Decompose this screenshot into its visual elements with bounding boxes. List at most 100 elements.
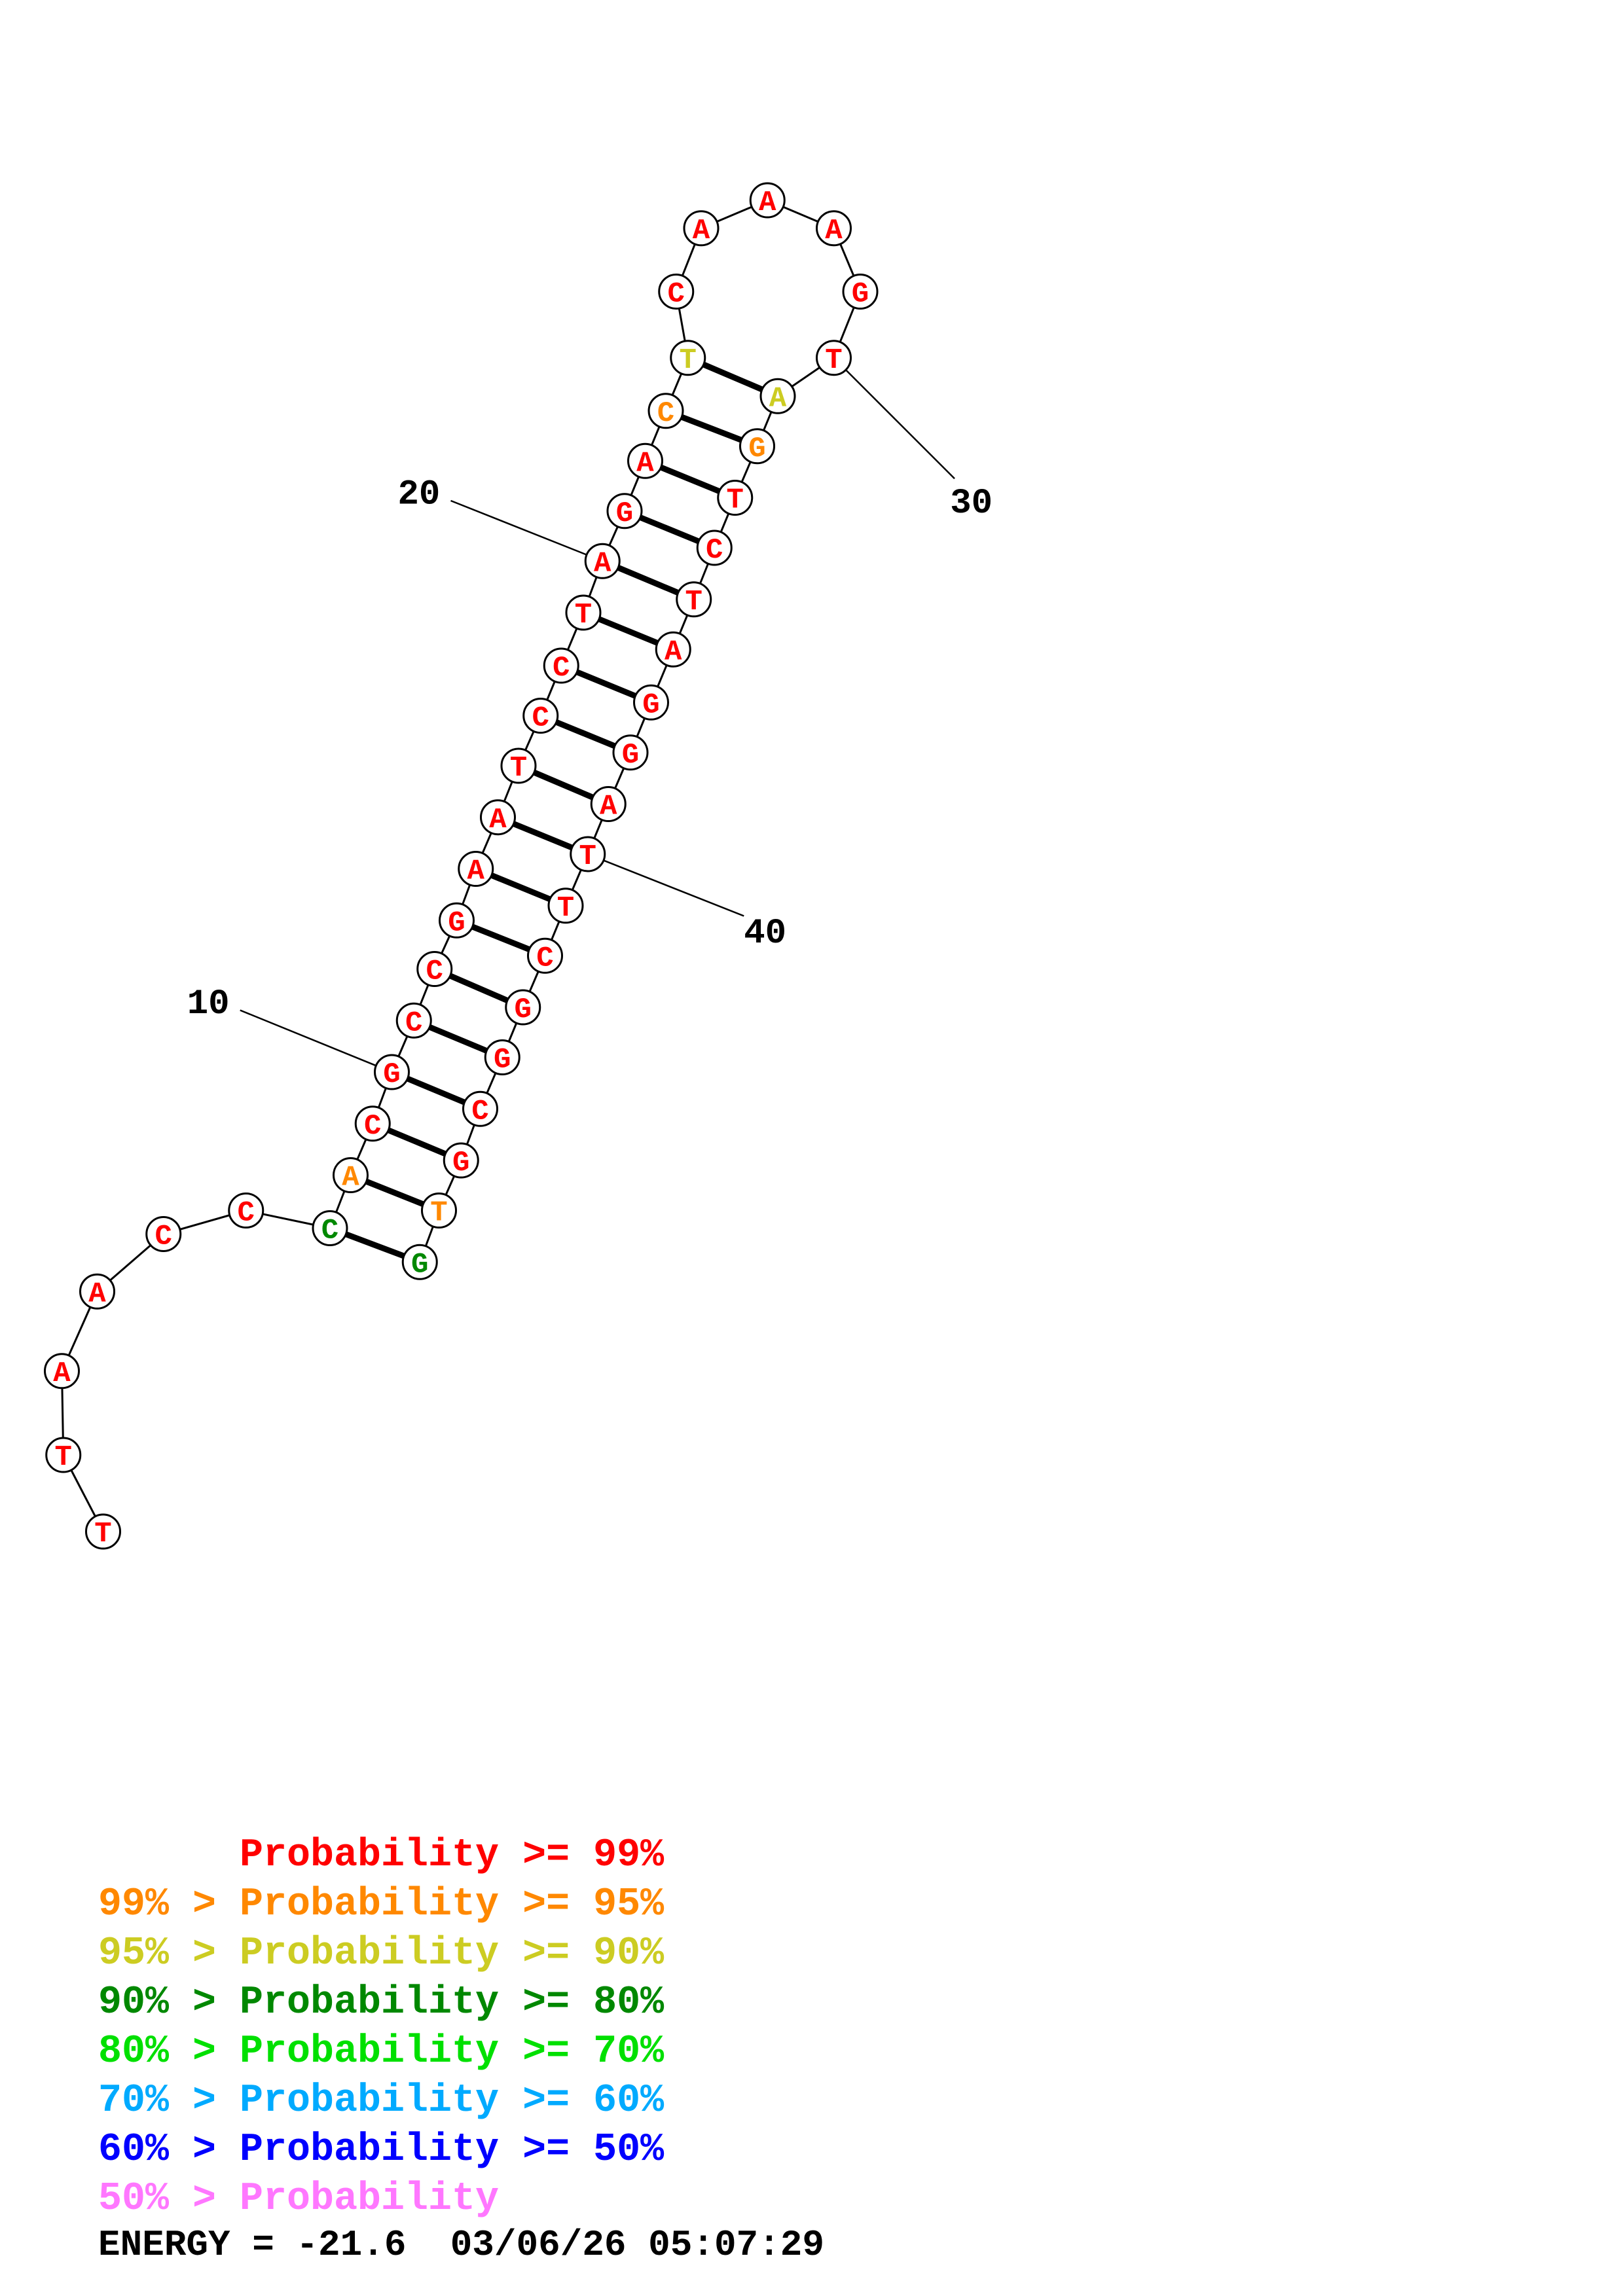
base-pair-bond (406, 1075, 466, 1105)
nucleotide-circle (79, 1273, 115, 1310)
nucleotide-2: T (45, 1437, 82, 1474)
nucleotide-19: T (565, 594, 602, 632)
nucleotide-39: A (590, 786, 627, 823)
index-label-40: 40 (744, 914, 786, 954)
nucleotide-33: T (717, 480, 754, 517)
legend-prefix: 80% > (98, 2030, 240, 2074)
nucleotide-47: T (421, 1193, 457, 1230)
nucleotide-base: G (515, 994, 532, 1026)
probability-legend: Probability >= 99%99% > Probability >= 9… (98, 1833, 665, 2221)
nucleotide-circle (584, 543, 621, 579)
nucleotide-circle (85, 1513, 121, 1550)
nucleotide-26: A (683, 210, 720, 247)
nucleotide-circle (543, 647, 579, 684)
nucleotide-21: G (606, 493, 643, 530)
nucleotide-base: T (685, 586, 702, 619)
nucleotide-base: G (852, 278, 869, 311)
nucleotide-base: T (579, 840, 596, 873)
nucleotide-32: G (739, 428, 775, 465)
nucleotide-base: A (600, 791, 617, 823)
legend-prefix: 90% > (98, 1981, 240, 2025)
nucleotide-base: T (94, 1518, 111, 1551)
nucleotide-15: A (480, 799, 516, 836)
nucleotide-35: T (676, 581, 712, 619)
nucleotide-base: C (321, 1215, 338, 1247)
legend-label: Probability >= 50% (240, 2128, 665, 2172)
nucleotide-base: G (622, 739, 639, 772)
nucleotide-5: C (145, 1216, 182, 1253)
nucleotide-circle (500, 747, 537, 784)
nucleotide-base: A (53, 1357, 71, 1390)
nucleotide-circle (816, 340, 852, 376)
nucleotide-base: G (642, 689, 659, 721)
nucleotide-23: C (647, 393, 684, 430)
nucleotide-base: A (665, 636, 682, 668)
index-leader-line (450, 499, 587, 556)
nucleotides: TTAACCCACGCCGAATCCTAGACTCAAAGTAGTCTAGGAT… (44, 182, 879, 1551)
base-pair-bond (659, 464, 721, 494)
nucleotide-base: T (825, 344, 842, 377)
base-pair-bond (598, 616, 659, 646)
nucleotide-7: C (312, 1210, 348, 1247)
nucleotide-8: A (333, 1157, 369, 1194)
nucleotide-base: A (759, 187, 776, 219)
legend-label: Probability >= 70% (240, 2030, 665, 2074)
legend-label: Probability >= 95% (240, 1882, 665, 1927)
nucleotide-17: C (522, 698, 559, 735)
nucleotide-43: G (505, 989, 541, 1026)
nucleotide-circle (612, 734, 649, 771)
nucleotide-31: A (759, 378, 796, 415)
nucleotide-base: C (532, 702, 549, 735)
nucleotide-circle (44, 1353, 80, 1390)
nucleotide-9: C (354, 1105, 391, 1143)
nucleotide-base: A (769, 382, 787, 415)
nucleotide-base: C (155, 1221, 172, 1253)
nucleotide-circle (749, 182, 786, 219)
nucleotide-base: C (706, 534, 723, 567)
nucleotide-10: G (374, 1054, 410, 1091)
nucleotide-circle (505, 989, 541, 1026)
nucleotide-base: G (448, 906, 465, 939)
nucleotide-circle (606, 493, 643, 529)
nucleotide-circle (570, 836, 606, 872)
nucleotide-circle (565, 594, 602, 631)
nucleotide-4: A (79, 1273, 115, 1310)
nucleotide-base: T (430, 1197, 447, 1230)
base-pair-bond (448, 973, 509, 1003)
nucleotide-base: G (411, 1248, 428, 1281)
nucleotide-circle (333, 1157, 369, 1193)
nucleotide-base: C (553, 652, 570, 685)
legend-prefix: 70% > (98, 2079, 240, 2123)
nucleotide-18: C (543, 647, 579, 685)
nucleotide-circle (145, 1216, 182, 1252)
nucleotide-circle (842, 274, 879, 310)
nucleotide-circle (676, 581, 712, 618)
base-pairs (344, 361, 763, 1259)
nucleotide-base: T (575, 599, 592, 632)
index-labels: 10 20 30 40 (187, 369, 993, 1067)
nucleotide-13: G (439, 902, 475, 939)
base-pair-bond (490, 872, 551, 903)
nucleotide-circle (655, 631, 691, 668)
nucleotide-circle (522, 698, 559, 734)
legend-label: Probability >= 90% (240, 1931, 665, 1976)
nucleotide-base: A (693, 215, 710, 247)
nucleotide-37: G (633, 684, 669, 721)
nucleotide-28: A (816, 210, 852, 247)
nucleotide-base: T (55, 1441, 72, 1474)
nucleotide-45: C (462, 1090, 498, 1128)
nucleotide-48: G (401, 1244, 438, 1281)
nucleotide-base: T (557, 892, 574, 925)
nucleotide-base: T (680, 344, 697, 377)
legend-label: Probability >= 60% (240, 2079, 665, 2123)
nucleotide-base: G (494, 1044, 511, 1077)
nucleotide-base: A (342, 1162, 359, 1194)
nucleotide-circle (547, 888, 584, 924)
nucleotide-base: T (510, 752, 527, 785)
nucleotide-base: C (657, 397, 674, 430)
nucleotide-circle (374, 1054, 410, 1090)
base-pair-bond (617, 565, 680, 596)
nucleotide-base: C (536, 942, 553, 975)
nucleotide-base: C (364, 1110, 381, 1143)
